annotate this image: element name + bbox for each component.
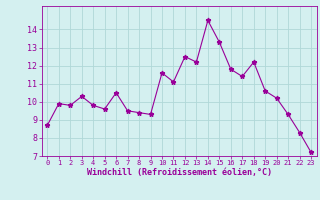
X-axis label: Windchill (Refroidissement éolien,°C): Windchill (Refroidissement éolien,°C) (87, 168, 272, 177)
